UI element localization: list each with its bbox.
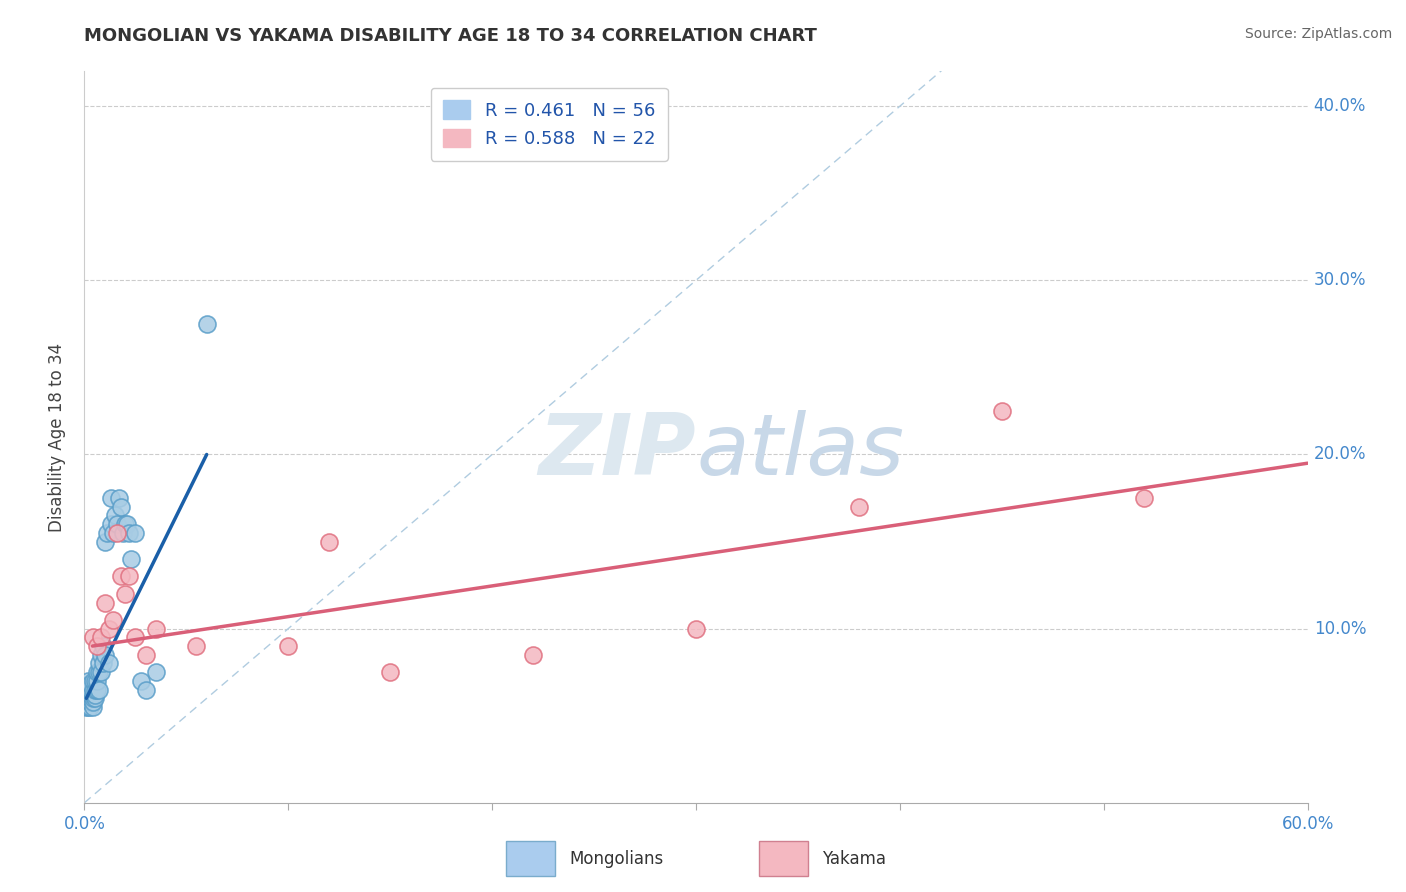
Point	[75, 691, 97, 706]
Point	[108, 491, 131, 505]
Point	[145, 622, 167, 636]
Point	[131, 673, 153, 688]
Point	[120, 552, 142, 566]
Point	[77, 700, 100, 714]
Point	[83, 673, 105, 688]
Y-axis label: Disability Age 18 to 34: Disability Age 18 to 34	[48, 343, 66, 532]
Point	[124, 631, 146, 645]
Text: Yakama: Yakama	[823, 849, 887, 868]
Point	[145, 665, 167, 680]
Point	[86, 665, 108, 680]
Point	[90, 631, 112, 645]
Point	[86, 673, 108, 688]
Point	[75, 700, 97, 714]
Point	[82, 673, 104, 688]
Point	[96, 525, 118, 540]
FancyBboxPatch shape	[506, 841, 555, 876]
Point	[82, 631, 104, 645]
Point	[79, 677, 101, 691]
Point	[91, 657, 114, 671]
Point	[83, 691, 105, 706]
Point	[82, 695, 104, 709]
Point	[97, 622, 120, 636]
Point	[112, 525, 135, 540]
Point	[90, 648, 112, 662]
Point	[195, 317, 218, 331]
Text: atlas: atlas	[696, 410, 904, 493]
Point	[79, 700, 101, 714]
Point	[93, 595, 115, 609]
Text: 30.0%: 30.0%	[1313, 271, 1367, 289]
Text: 20.0%: 20.0%	[1313, 445, 1367, 464]
Point	[100, 517, 122, 532]
Point	[82, 700, 104, 714]
Text: 10.0%: 10.0%	[1313, 620, 1367, 638]
Point	[77, 688, 100, 702]
Point	[82, 688, 104, 702]
Text: MONGOLIAN VS YAKAMA DISABILITY AGE 18 TO 34 CORRELATION CHART: MONGOLIAN VS YAKAMA DISABILITY AGE 18 TO…	[84, 27, 817, 45]
Point	[79, 695, 101, 709]
Text: ZIP: ZIP	[538, 410, 696, 493]
Point	[79, 688, 101, 702]
Point	[87, 682, 110, 697]
Point	[93, 534, 115, 549]
Point	[114, 587, 136, 601]
Point	[115, 517, 138, 532]
Point	[87, 665, 110, 680]
Point	[1133, 491, 1156, 505]
Point	[991, 404, 1014, 418]
Point	[114, 517, 136, 532]
Point	[848, 500, 870, 514]
Point	[101, 525, 124, 540]
Point	[86, 639, 108, 653]
Point	[318, 534, 340, 549]
Point	[91, 639, 114, 653]
Point	[87, 657, 110, 671]
Point	[105, 525, 128, 540]
Point	[135, 648, 157, 662]
Text: Mongolians: Mongolians	[569, 849, 664, 868]
Point	[97, 657, 120, 671]
Point	[110, 500, 132, 514]
Text: Source: ZipAtlas.com: Source: ZipAtlas.com	[1244, 27, 1392, 41]
Point	[77, 691, 100, 706]
Point	[79, 682, 101, 697]
Point	[685, 622, 707, 636]
Point	[90, 665, 112, 680]
Point	[77, 673, 100, 688]
Text: 40.0%: 40.0%	[1313, 97, 1367, 115]
Point	[118, 569, 141, 583]
Point	[118, 525, 141, 540]
Point	[522, 648, 544, 662]
Point	[110, 569, 132, 583]
Point	[75, 691, 97, 706]
Point	[75, 682, 97, 697]
Legend: R = 0.461   N = 56, R = 0.588   N = 22: R = 0.461 N = 56, R = 0.588 N = 22	[430, 87, 668, 161]
Point	[186, 639, 208, 653]
FancyBboxPatch shape	[759, 841, 808, 876]
Point	[83, 688, 105, 702]
Point	[101, 613, 124, 627]
Point	[93, 648, 115, 662]
Point	[135, 682, 157, 697]
Point	[277, 639, 299, 653]
Point	[82, 682, 104, 697]
Point	[77, 682, 100, 697]
Point	[83, 682, 105, 697]
Point	[124, 525, 146, 540]
Point	[104, 508, 127, 523]
Point	[86, 682, 108, 697]
Point	[100, 491, 122, 505]
Point	[79, 691, 101, 706]
Point	[82, 691, 104, 706]
Point	[380, 665, 402, 680]
Point	[105, 517, 128, 532]
